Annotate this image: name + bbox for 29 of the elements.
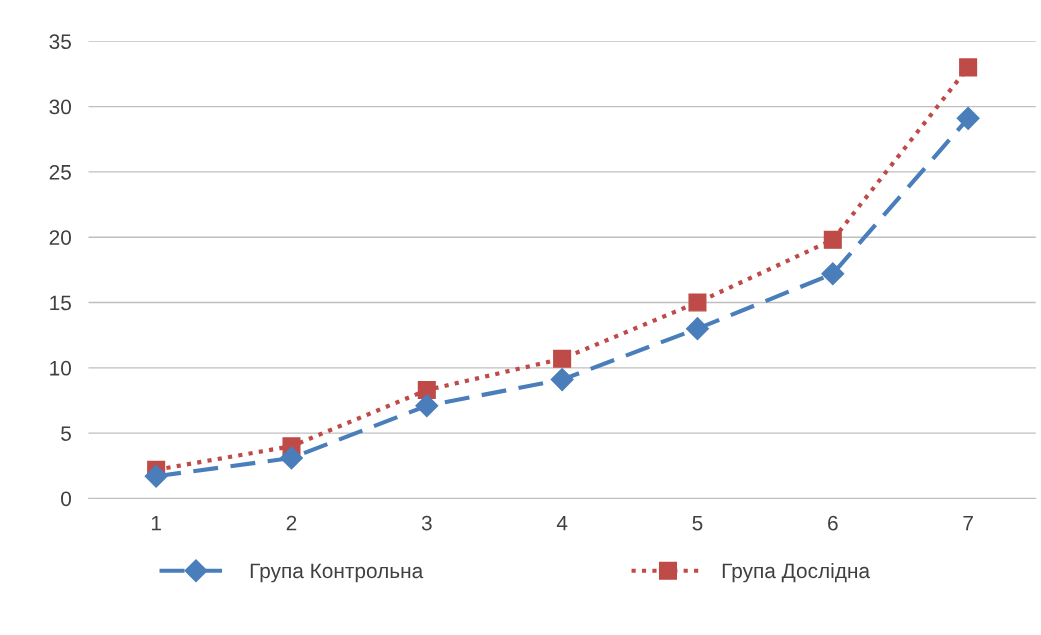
y-tick-label: 0 bbox=[61, 491, 71, 507]
point bbox=[553, 349, 572, 368]
point bbox=[550, 368, 574, 392]
y-tick-label: 15 bbox=[50, 295, 71, 311]
point bbox=[415, 394, 439, 418]
point bbox=[417, 381, 436, 400]
y-tick-label: 35 bbox=[49, 34, 71, 50]
point bbox=[959, 58, 978, 77]
point bbox=[688, 293, 707, 312]
y-tick-label: 5 bbox=[61, 426, 71, 441]
y-tick-label: 25 bbox=[49, 164, 71, 180]
point bbox=[956, 106, 980, 130]
y-tick-label: 10 bbox=[50, 360, 72, 376]
x-tick-label: 1 bbox=[151, 515, 161, 531]
point bbox=[144, 464, 168, 488]
legend-label: Група Контрольна bbox=[250, 563, 424, 583]
point bbox=[685, 317, 709, 341]
x-tick-label: 2 bbox=[286, 515, 297, 531]
x-tick-label: 4 bbox=[556, 515, 568, 531]
y-tick-label: 20 bbox=[49, 230, 72, 245]
x-tick-label: 7 bbox=[963, 515, 973, 531]
x-tick-label: 6 bbox=[828, 515, 838, 531]
x-tick-label: 3 bbox=[421, 515, 432, 531]
x-tick-label: 5 bbox=[692, 515, 703, 531]
y-tick-label: 30 bbox=[49, 99, 72, 115]
point bbox=[279, 446, 303, 470]
legend-label: Група Дослідна bbox=[722, 562, 871, 583]
point bbox=[823, 230, 842, 249]
point bbox=[821, 262, 845, 286]
